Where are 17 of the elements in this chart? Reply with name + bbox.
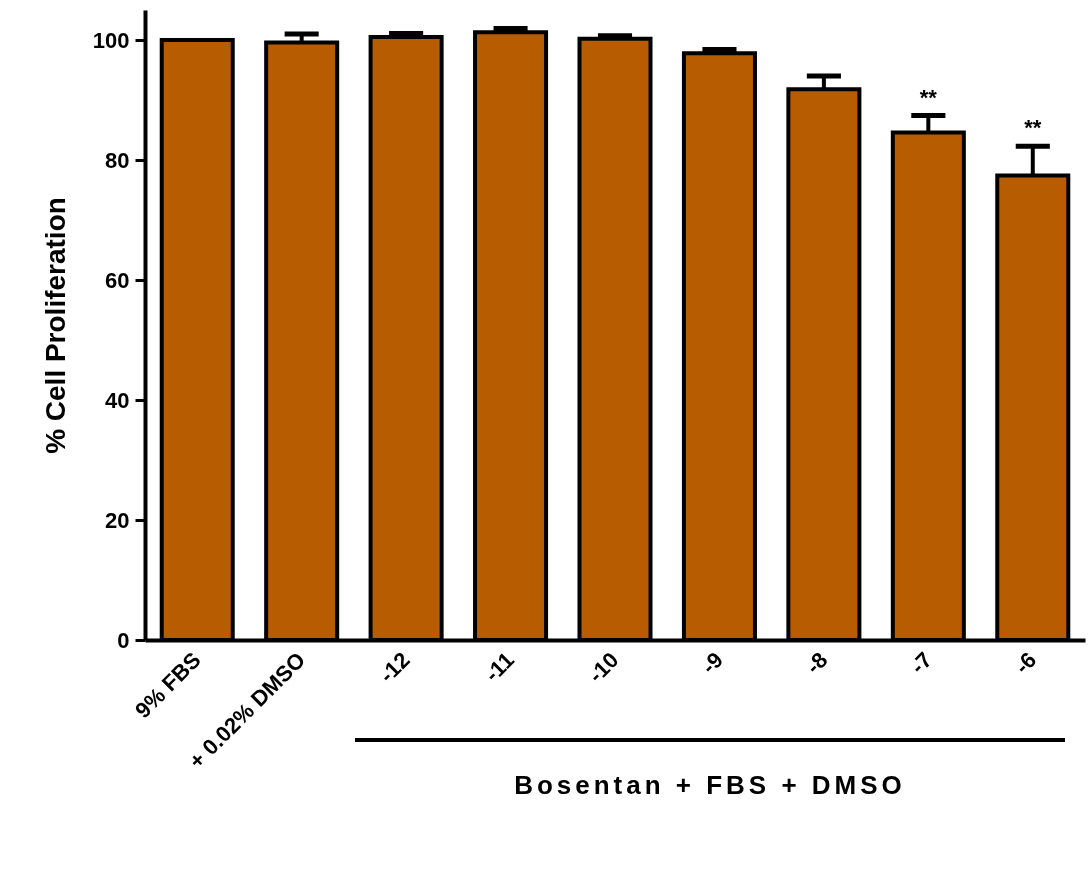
text: Bosentan + FBS + DMSO bbox=[513, 770, 907, 801]
y-tick-label: 100 bbox=[92, 27, 130, 53]
y-tick-label: 0 bbox=[117, 627, 130, 653]
x-tick-label: -6 bbox=[1009, 647, 1042, 679]
annotation: ** bbox=[1024, 115, 1042, 141]
y-tick-label: 60 bbox=[105, 267, 130, 293]
x-tick-label: -7 bbox=[905, 647, 937, 679]
x-tick-label: -12 bbox=[374, 647, 415, 688]
y-tick-label: 40 bbox=[105, 387, 130, 413]
x-tick-label: -10 bbox=[583, 647, 624, 688]
x-tick-label: -9 bbox=[696, 647, 728, 679]
annotation: ** bbox=[919, 84, 938, 110]
y-axis-title: % Cell Proliferation bbox=[39, 197, 71, 454]
x-tick-label: -8 bbox=[800, 647, 833, 679]
y-tick-label: 80 bbox=[105, 147, 130, 173]
x-tick-label: -11 bbox=[479, 647, 520, 687]
y-tick-label: 20 bbox=[105, 507, 130, 533]
